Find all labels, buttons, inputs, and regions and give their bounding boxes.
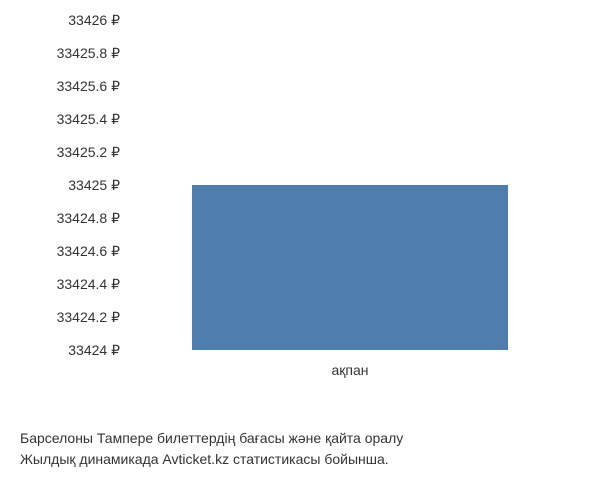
y-tick: 33425.6 ₽: [20, 79, 120, 93]
y-tick: 33425.8 ₽: [20, 46, 120, 60]
bar: [192, 185, 509, 350]
caption-line-1: Барселоны Тампере билеттердің бағасы жән…: [20, 428, 403, 449]
plot-area: ақпан: [130, 20, 570, 350]
y-tick: 33425 ₽: [20, 178, 120, 192]
y-tick: 33424.8 ₽: [20, 211, 120, 225]
caption-line-2: Жылдық динамикада Avticket.kz статистика…: [20, 449, 403, 470]
y-tick: 33424.2 ₽: [20, 310, 120, 324]
x-axis-label: ақпан: [331, 362, 368, 378]
y-tick: 33426 ₽: [20, 13, 120, 27]
caption: Барселоны Тампере билеттердің бағасы жән…: [20, 428, 403, 470]
y-tick: 33425.4 ₽: [20, 112, 120, 126]
y-tick: 33424.6 ₽: [20, 244, 120, 258]
y-axis: 33426 ₽33425.8 ₽33425.6 ₽33425.4 ₽33425.…: [20, 20, 120, 350]
chart-container: 33426 ₽33425.8 ₽33425.6 ₽33425.4 ₽33425.…: [20, 20, 580, 400]
y-tick: 33425.2 ₽: [20, 145, 120, 159]
y-tick: 33424 ₽: [20, 343, 120, 357]
y-tick: 33424.4 ₽: [20, 277, 120, 291]
